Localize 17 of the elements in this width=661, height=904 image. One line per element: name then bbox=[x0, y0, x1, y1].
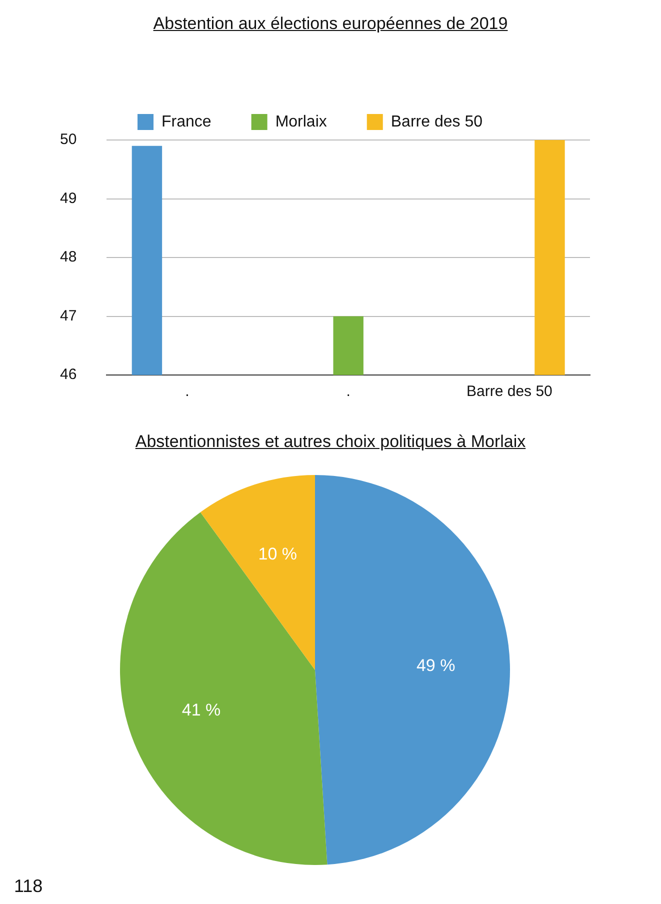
y-tick-label: 50 bbox=[60, 131, 77, 148]
y-tick-label: 48 bbox=[60, 248, 77, 266]
data-label: 10 % bbox=[258, 544, 298, 564]
chart-title: Abstentionnistes et autres choix politiques à Morlaix bbox=[134, 432, 527, 452]
chart-title: Abstention aux élections européennes de 2019 bbox=[152, 14, 509, 34]
data-label: 49 % bbox=[416, 656, 456, 675]
legend-label: France bbox=[162, 113, 212, 130]
y-tick-label: 47 bbox=[60, 307, 77, 324]
x-tick-label: . bbox=[346, 383, 350, 400]
data-label: 41 % bbox=[182, 700, 221, 720]
legend-label: Morlaix bbox=[275, 113, 327, 130]
y-tick-label: 49 bbox=[60, 190, 77, 207]
x-tick-label: Barre des 50 bbox=[466, 383, 552, 400]
x-tick-label: . bbox=[185, 383, 190, 400]
text: 118 bbox=[14, 876, 43, 897]
legend-label: Barre des 50 bbox=[390, 113, 483, 130]
y-tick-label: 46 bbox=[60, 366, 77, 384]
